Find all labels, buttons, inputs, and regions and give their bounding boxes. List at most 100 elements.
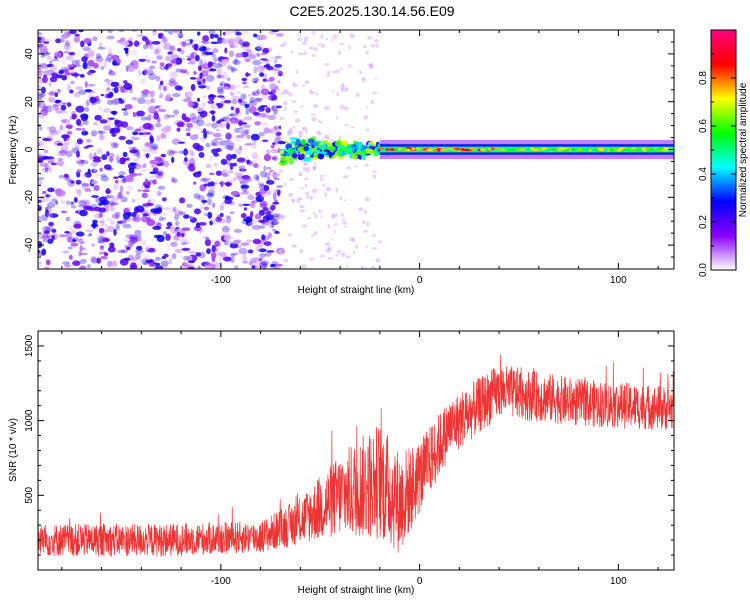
noise-blob bbox=[188, 149, 194, 156]
noise-blob bbox=[209, 220, 214, 226]
noise-blob bbox=[341, 82, 345, 87]
noise-blob bbox=[221, 169, 227, 177]
noise-blob bbox=[169, 53, 176, 57]
noise-blob bbox=[63, 134, 67, 142]
noise-blob bbox=[229, 162, 234, 170]
carrier-peak bbox=[400, 147, 408, 151]
noise-blob bbox=[253, 97, 263, 103]
noise-blob bbox=[286, 90, 290, 95]
noise-blob bbox=[48, 81, 52, 87]
noise-blob bbox=[270, 56, 275, 60]
noise-blob bbox=[335, 116, 338, 120]
noise-blob bbox=[145, 244, 151, 251]
x-tick-label: 0 bbox=[417, 275, 423, 286]
noise-blob bbox=[228, 84, 236, 91]
noise-blob bbox=[132, 111, 136, 118]
noise-blob bbox=[229, 242, 239, 249]
carrier-peak bbox=[618, 147, 624, 151]
noise-blob bbox=[248, 261, 254, 266]
noise-blob bbox=[219, 83, 224, 86]
noise-blob bbox=[91, 161, 98, 168]
noise-blob bbox=[161, 127, 170, 133]
noise-blob bbox=[310, 113, 316, 116]
snr-series-line bbox=[38, 354, 674, 557]
noise-blob bbox=[57, 151, 62, 157]
noise-blob bbox=[70, 201, 74, 205]
noise-blob bbox=[178, 150, 185, 154]
noise-blob bbox=[260, 88, 270, 96]
x-tick-label: 100 bbox=[610, 576, 627, 587]
noise-blob bbox=[72, 260, 81, 267]
noise-blob bbox=[38, 66, 41, 71]
noise-blob bbox=[234, 57, 238, 65]
noise-blob bbox=[99, 167, 103, 172]
noise-blob bbox=[283, 41, 287, 46]
noise-blob bbox=[40, 63, 48, 66]
noise-blob bbox=[78, 200, 87, 206]
noise-blob bbox=[163, 42, 171, 50]
noise-blob bbox=[128, 236, 138, 240]
noise-blob bbox=[317, 43, 323, 46]
noise-blob bbox=[183, 255, 190, 261]
noise-blob bbox=[165, 55, 172, 62]
noise-blob bbox=[140, 33, 144, 38]
noise-blob bbox=[231, 153, 237, 159]
noise-blob bbox=[271, 219, 279, 226]
noise-blob bbox=[110, 202, 119, 206]
noise-blob bbox=[81, 174, 87, 179]
noise-blob bbox=[38, 142, 41, 147]
noise-blob bbox=[252, 92, 256, 96]
noise-blob bbox=[215, 142, 220, 149]
noise-blob bbox=[275, 131, 282, 136]
noise-blob bbox=[180, 49, 185, 55]
noise-blob bbox=[61, 118, 71, 125]
noise-blob bbox=[108, 117, 115, 120]
noise-blob bbox=[130, 235, 139, 243]
x-tick-label: 0 bbox=[417, 576, 423, 587]
noise-blob bbox=[296, 198, 302, 201]
noise-blob bbox=[121, 108, 128, 111]
noise-blob bbox=[263, 165, 267, 172]
noise-blob bbox=[272, 155, 279, 162]
noise-blob bbox=[335, 69, 341, 74]
noise-blob bbox=[107, 99, 114, 106]
noise-blob bbox=[272, 192, 277, 201]
noise-blob bbox=[306, 194, 310, 200]
noise-blob bbox=[365, 197, 370, 202]
noise-blob bbox=[221, 38, 228, 45]
noise-blob bbox=[217, 95, 225, 98]
noise-blob bbox=[257, 181, 265, 186]
noise-blob bbox=[235, 32, 242, 36]
spectrogram-x-label: Height of straight line (km) bbox=[298, 285, 415, 296]
noise-blob bbox=[90, 180, 98, 185]
noise-blob bbox=[287, 131, 293, 136]
noise-blob bbox=[146, 41, 156, 45]
noise-blob bbox=[39, 45, 48, 53]
noise-blob bbox=[292, 81, 295, 85]
noise-blob bbox=[61, 119, 67, 123]
noise-blob bbox=[260, 58, 268, 61]
noise-blob bbox=[293, 110, 298, 113]
noise-blob bbox=[129, 50, 138, 56]
noise-blob bbox=[42, 190, 47, 195]
noise-blob bbox=[129, 237, 138, 245]
noise-blob bbox=[294, 118, 301, 123]
noise-blob bbox=[216, 74, 222, 79]
noise-blob bbox=[190, 83, 196, 92]
noise-blob bbox=[225, 221, 229, 228]
noise-blob bbox=[327, 256, 333, 260]
y-tick-label: 1500 bbox=[24, 334, 35, 357]
noise-blob bbox=[259, 34, 267, 41]
noise-blob bbox=[197, 31, 201, 36]
noise-blob bbox=[214, 247, 219, 253]
transition-blob bbox=[290, 140, 296, 145]
noise-blob bbox=[273, 109, 278, 115]
noise-blob bbox=[131, 211, 137, 218]
transition-blob bbox=[317, 140, 322, 144]
noise-blob bbox=[160, 35, 166, 39]
noise-blob bbox=[251, 77, 259, 84]
noise-blob bbox=[262, 78, 267, 82]
noise-blob bbox=[93, 213, 103, 219]
carrier-peak bbox=[545, 148, 551, 152]
